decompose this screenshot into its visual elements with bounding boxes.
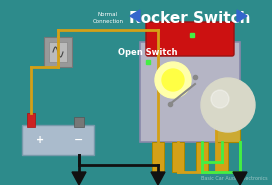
Bar (196, 142, 208, 172)
Text: Basic Car Audio Electronics: Basic Car Audio Electronics (201, 176, 268, 181)
Text: Connection: Connection (92, 19, 123, 24)
Circle shape (155, 62, 191, 98)
Bar (216, 142, 228, 172)
Bar (219, 113, 237, 123)
Text: −: − (74, 135, 84, 145)
Bar (49, 42, 67, 62)
FancyBboxPatch shape (146, 22, 234, 56)
Circle shape (211, 90, 229, 108)
Polygon shape (237, 10, 247, 22)
Circle shape (201, 78, 255, 132)
Bar (44, 37, 72, 67)
Polygon shape (151, 172, 165, 185)
Bar (152, 142, 164, 172)
Circle shape (162, 69, 184, 91)
Text: +: + (36, 135, 44, 145)
Polygon shape (233, 172, 247, 185)
Polygon shape (72, 172, 86, 185)
Bar (216, 120, 240, 142)
Bar (74, 117, 84, 127)
Bar (140, 42, 240, 142)
Bar (22, 125, 94, 155)
Bar (27, 113, 35, 127)
Bar (172, 142, 184, 172)
Text: Normal: Normal (98, 12, 118, 17)
Text: Open Switch: Open Switch (118, 48, 178, 56)
Text: Rocker Switch: Rocker Switch (129, 11, 251, 26)
Polygon shape (130, 10, 140, 22)
